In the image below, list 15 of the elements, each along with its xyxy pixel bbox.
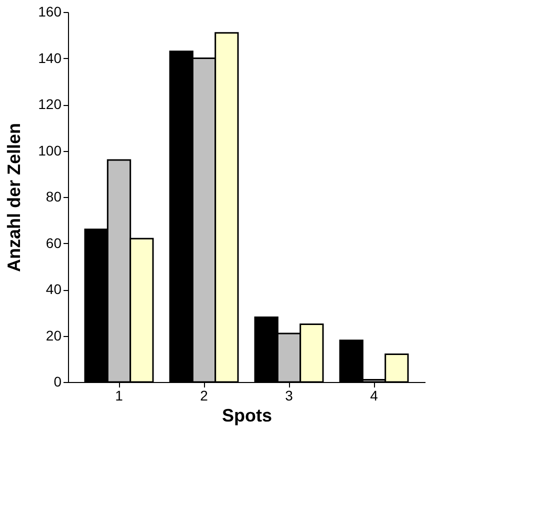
y-tick-label: 40 <box>46 281 62 297</box>
x-tick-label: 1 <box>115 388 124 404</box>
y-tick-label: 140 <box>38 50 62 66</box>
x-tick-label: 4 <box>370 388 378 404</box>
x-tick-label: 2 <box>200 388 208 404</box>
y-tick-label: 120 <box>38 96 62 112</box>
y-tick-label: 60 <box>46 234 62 251</box>
y-tick-label: 80 <box>46 188 62 204</box>
y-tick-label: 20 <box>46 327 62 344</box>
x-axis-title: Spots <box>222 406 272 426</box>
y-tick-label: 160 <box>38 4 62 20</box>
x-tick-label: 3 <box>285 388 294 404</box>
y-axis-title: Anzahl der Zellen <box>4 122 24 272</box>
y-tick-label: 0 <box>54 374 62 390</box>
y-tick-label: 100 <box>38 142 62 158</box>
